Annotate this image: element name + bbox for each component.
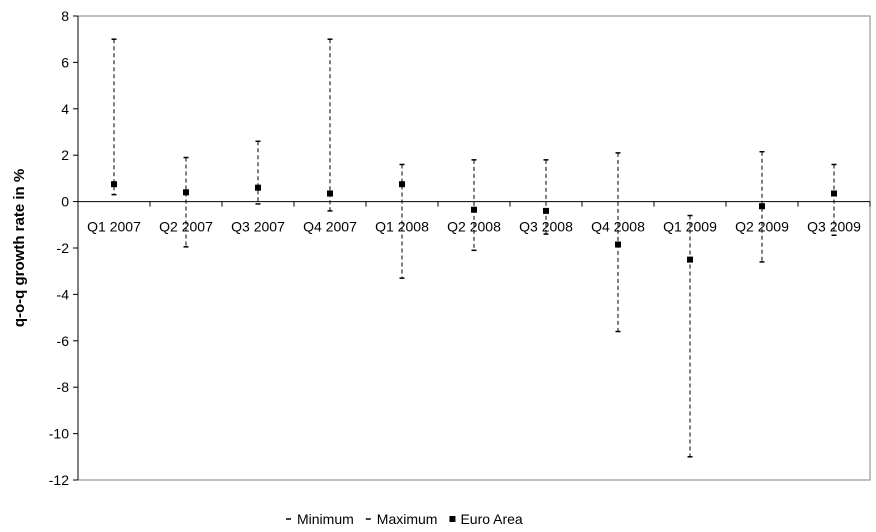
category-label: Q1 2007 xyxy=(87,219,141,235)
euro-area-marker xyxy=(399,181,405,188)
euro-area-marker xyxy=(687,256,693,263)
y-tick-label: -6 xyxy=(57,333,70,349)
category-label: Q2 2008 xyxy=(447,219,501,235)
legend-marker-euro-area xyxy=(449,516,456,522)
axes xyxy=(73,15,871,481)
category-label: Q1 2009 xyxy=(663,219,717,235)
y-tick-label: 0 xyxy=(61,194,69,210)
y-tick-label: 2 xyxy=(61,147,69,163)
category-label: Q3 2008 xyxy=(519,219,573,235)
euro-area-marker xyxy=(327,190,333,197)
euro-area-marker xyxy=(543,207,549,214)
y-tick-label: 8 xyxy=(61,8,69,24)
category-label: Q3 2007 xyxy=(231,219,285,235)
y-tick-label: 4 xyxy=(61,101,69,117)
y-tick-label: -4 xyxy=(57,286,70,302)
euro-area-marker xyxy=(255,184,261,191)
category-label: Q2 2007 xyxy=(159,219,213,235)
y-tick-label: -8 xyxy=(57,379,70,395)
legend: Minimum Maximum Euro Area xyxy=(286,511,523,527)
euro-area-marker xyxy=(759,203,765,210)
range-lines xyxy=(113,39,835,457)
y-tick-label: -12 xyxy=(49,472,69,488)
y-tick-label: 6 xyxy=(61,54,69,70)
legend-label: Maximum xyxy=(377,511,438,527)
category-label: Q1 2008 xyxy=(375,219,429,235)
euro-area-marker xyxy=(111,181,117,188)
euro-area-marker xyxy=(615,241,621,248)
y-tick-label: -2 xyxy=(57,240,70,256)
legend-label: Minimum xyxy=(297,511,354,527)
category-label: Q2 2009 xyxy=(735,219,789,235)
y-axis-title: q-o-q growth rate in % xyxy=(11,169,28,327)
y-tick-label: -10 xyxy=(49,426,69,442)
category-labels: Q1 2007 Q2 2007 Q3 2007 Q4 2007 Q1 2008 Q2 20… xyxy=(87,219,861,235)
euro-area-marker xyxy=(183,189,189,196)
data-points xyxy=(111,38,837,458)
y-tick-labels: -12 -10 -8 -6 -4 -2 0 2 4 6 8 xyxy=(49,8,69,488)
euro-area-marker xyxy=(471,206,477,213)
plot-area-frame xyxy=(77,15,871,481)
category-label: Q4 2008 xyxy=(591,219,645,235)
category-label: Q4 2007 xyxy=(303,219,357,235)
category-label: Q3 2009 xyxy=(807,219,861,235)
euro-area-marker xyxy=(831,190,837,197)
legend-label: Euro Area xyxy=(460,511,522,527)
